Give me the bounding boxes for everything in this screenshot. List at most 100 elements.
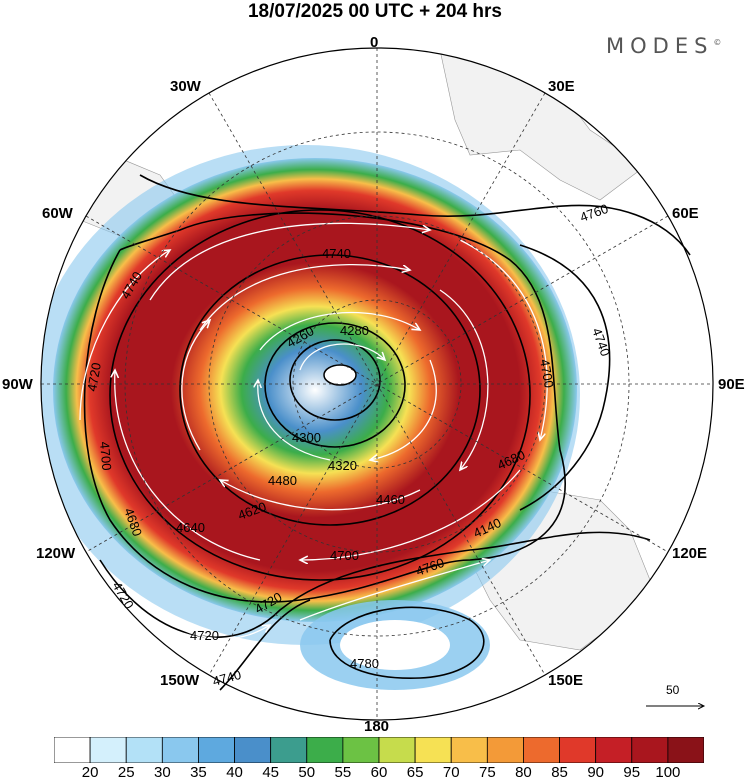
streamline bbox=[300, 469, 521, 560]
colorbar-tick-label: 25 bbox=[117, 764, 135, 781]
contour-label: 4740 bbox=[322, 246, 351, 261]
lon-label-30e: 30E bbox=[548, 78, 575, 95]
streamline bbox=[79, 250, 170, 421]
contour-4300 bbox=[264, 322, 406, 448]
lon-label-180: 180 bbox=[364, 718, 390, 735]
colorbar-swatch bbox=[306, 737, 344, 763]
colorbar-tick-label: 30 bbox=[153, 764, 171, 781]
lon-label-120e: 120E bbox=[672, 545, 708, 562]
jet-shading bbox=[53, 158, 577, 622]
lon-label-0: 0 bbox=[370, 34, 379, 51]
wind-streamlines bbox=[79, 222, 548, 640]
colorbar-swatch bbox=[342, 737, 380, 763]
colorbar-swatch bbox=[595, 737, 633, 763]
brand-logo: MODES© bbox=[606, 34, 721, 58]
streamline bbox=[115, 370, 261, 561]
lon-label-150w: 150W bbox=[160, 672, 200, 689]
contour-label: 4700 bbox=[330, 548, 359, 563]
colorbar-swatch bbox=[270, 737, 308, 763]
contour-4720-south bbox=[99, 531, 651, 639]
colorbar-swatch bbox=[161, 737, 199, 763]
streamline bbox=[199, 263, 410, 331]
lon-label-120w: 120W bbox=[36, 545, 76, 562]
colorbar-swatch bbox=[198, 737, 235, 763]
colorbar-tick-label: 55 bbox=[334, 764, 352, 781]
contour-4480 bbox=[179, 254, 481, 526]
colorbar-tick-label: 35 bbox=[190, 764, 207, 781]
streamline bbox=[370, 359, 437, 460]
height-contours bbox=[83, 174, 691, 691]
colorbar-swatch bbox=[523, 737, 560, 763]
colorbar-tick-label: 80 bbox=[515, 764, 532, 781]
colorbar-swatch bbox=[414, 737, 452, 763]
lon-label-90w: 90W bbox=[2, 376, 33, 393]
streamline bbox=[259, 312, 420, 351]
streamline bbox=[299, 560, 490, 621]
colorbar-tick-label: 75 bbox=[478, 764, 496, 781]
contour-4780 bbox=[329, 606, 485, 679]
streamline bbox=[220, 480, 421, 511]
colorbar-tick-label: 60 bbox=[370, 764, 388, 781]
colorbar-swatch bbox=[54, 737, 91, 763]
colorbar-swatch bbox=[486, 737, 524, 763]
colorbar-swatch bbox=[89, 737, 127, 763]
contour-label: 4280 bbox=[340, 323, 369, 338]
colorbar-tick-label: 90 bbox=[587, 764, 604, 781]
contour-4700-ring bbox=[83, 212, 566, 603]
contour-label: 4720 bbox=[190, 628, 219, 643]
contour-label: 4300 bbox=[292, 430, 321, 445]
meridian bbox=[85, 215, 669, 553]
streamline bbox=[459, 239, 548, 440]
map-title: 18/07/2025 00 UTC + 204 hrs bbox=[247, 1, 503, 22]
streamline bbox=[258, 380, 331, 461]
streamline bbox=[149, 222, 430, 301]
contour-label: 4640 bbox=[176, 520, 205, 535]
lon-label-60e: 60E bbox=[672, 205, 699, 222]
contour-label: 4700 bbox=[537, 358, 557, 389]
contour-4280 bbox=[289, 339, 381, 421]
lon-label-90e: 90E bbox=[718, 376, 745, 393]
contour-label: 4480 bbox=[268, 473, 297, 488]
streamline bbox=[139, 599, 270, 640]
contour-4620 bbox=[109, 209, 531, 581]
contour-4740-southwest bbox=[219, 599, 311, 691]
contour-label: 4720 bbox=[84, 361, 104, 392]
colorbar-tick-label: 20 bbox=[81, 764, 99, 781]
colorbar-swatch bbox=[559, 737, 597, 763]
contour-label: 4700 bbox=[97, 441, 114, 471]
colorbar-tick-label: 70 bbox=[442, 764, 460, 781]
colorbar-tick-label: 65 bbox=[406, 764, 424, 781]
colorbar-swatch bbox=[234, 737, 272, 763]
scale-arrow-label: 50 bbox=[666, 683, 680, 697]
brand-text: MODES bbox=[606, 34, 714, 58]
colorbar-swatch bbox=[667, 737, 704, 763]
contour-label: 4460 bbox=[376, 492, 405, 507]
contour-label: 4740 bbox=[211, 667, 243, 689]
colorbar bbox=[54, 737, 704, 763]
streamline bbox=[439, 289, 489, 470]
map-boundary bbox=[40, 47, 714, 721]
colorbar-tick-label: 45 bbox=[262, 764, 279, 781]
colorbar-swatch bbox=[631, 737, 669, 763]
colorbar-swatch bbox=[450, 737, 488, 763]
streamline bbox=[299, 343, 385, 371]
colorbar-tick-label: 100 bbox=[655, 764, 681, 781]
graticule bbox=[41, 48, 713, 720]
contour-label: 4780 bbox=[350, 656, 379, 671]
colorbar-tick-label: 85 bbox=[551, 764, 568, 781]
colorbar-swatch bbox=[378, 737, 416, 763]
jet-core-south-inner bbox=[340, 620, 450, 670]
contour-label: 4320 bbox=[328, 458, 357, 473]
colorbar-tick-label: 40 bbox=[226, 764, 243, 781]
lon-label-60w: 60W bbox=[42, 205, 73, 222]
brand-mark: © bbox=[713, 38, 722, 47]
polar-low-center bbox=[323, 364, 357, 386]
lon-label-150e: 150E bbox=[548, 672, 584, 689]
colorbar-tick-label: 50 bbox=[298, 764, 316, 781]
streamline bbox=[181, 320, 210, 451]
colorbar-tick-label: 95 bbox=[623, 764, 641, 781]
contour-4760-north bbox=[139, 174, 691, 256]
colorbar-swatch bbox=[125, 737, 163, 763]
lon-label-30w: 30W bbox=[170, 78, 201, 95]
